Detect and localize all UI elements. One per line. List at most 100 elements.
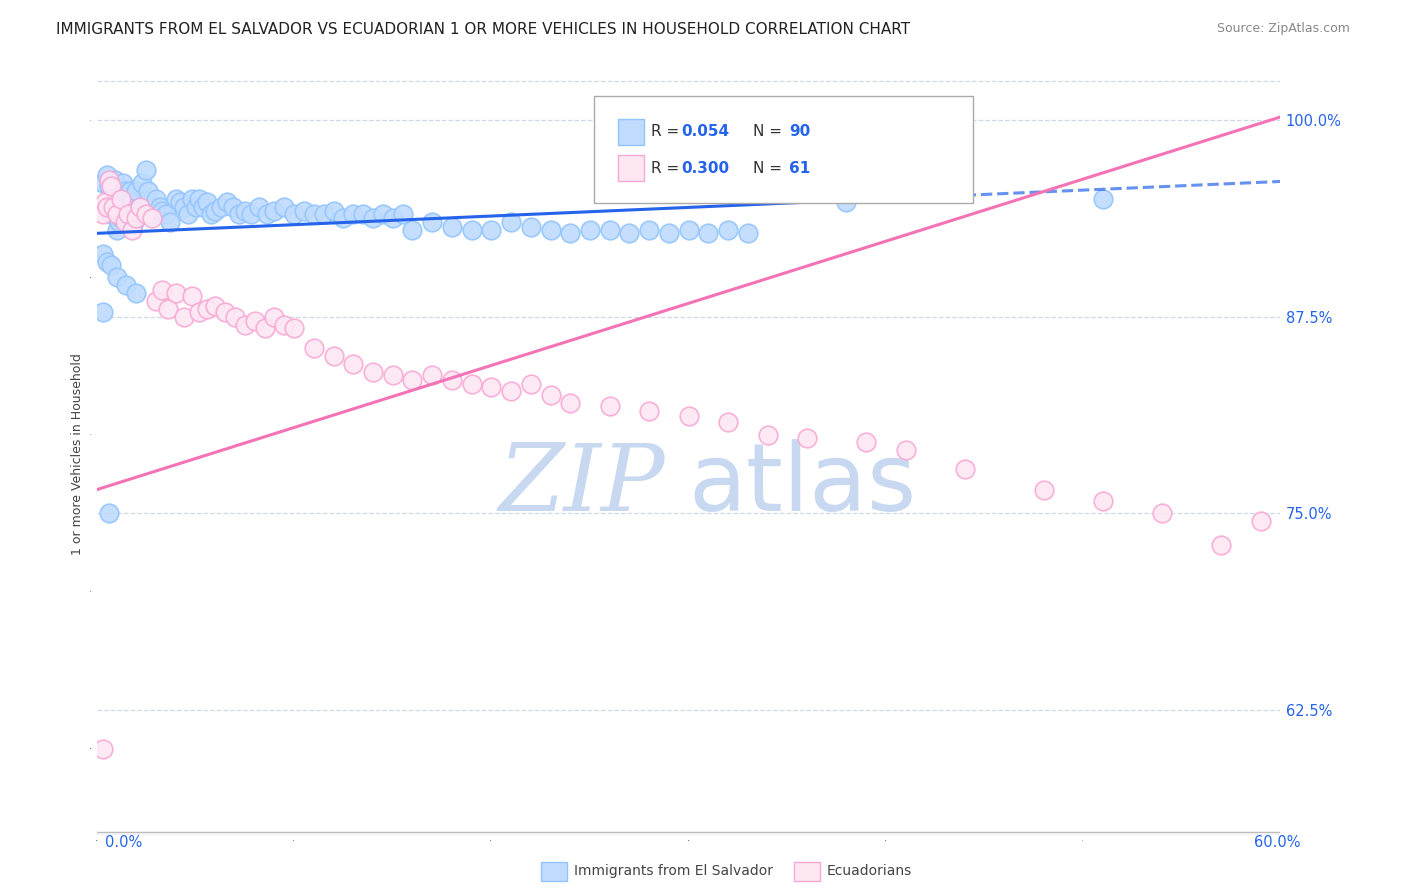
Point — [953, 462, 976, 476]
Point — [560, 227, 582, 241]
Point — [460, 377, 482, 392]
Point — [658, 227, 681, 241]
Text: 60.0%: 60.0% — [1254, 836, 1301, 850]
Point — [141, 211, 163, 225]
Point — [599, 223, 621, 237]
Point — [352, 207, 374, 221]
Point — [273, 200, 295, 214]
Point — [1091, 493, 1114, 508]
Point — [115, 278, 138, 293]
Point — [114, 215, 136, 229]
Point — [110, 211, 132, 225]
Point — [105, 207, 128, 221]
Point — [155, 207, 177, 221]
Point — [381, 368, 404, 382]
Point — [737, 227, 759, 241]
Point — [835, 194, 858, 209]
Point — [678, 409, 700, 423]
Point — [420, 368, 443, 382]
Point — [292, 204, 315, 219]
Point — [224, 310, 246, 324]
Point — [127, 207, 149, 221]
Point — [176, 207, 198, 221]
Point — [150, 283, 173, 297]
Point — [91, 207, 114, 221]
Point — [717, 415, 740, 429]
Point — [401, 372, 423, 386]
Point — [101, 200, 124, 214]
Point — [342, 207, 364, 221]
Point — [401, 223, 423, 237]
Point — [107, 215, 129, 229]
Point — [105, 192, 128, 206]
Y-axis label: 1 or more Vehicles in Household: 1 or more Vehicles in Household — [72, 353, 84, 555]
Point — [96, 200, 118, 214]
Point — [579, 223, 602, 237]
Point — [159, 215, 181, 229]
Point — [96, 254, 118, 268]
Point — [125, 211, 148, 225]
Point — [256, 207, 278, 221]
Point — [188, 192, 211, 206]
Point — [233, 204, 256, 219]
Text: 0.300: 0.300 — [682, 161, 730, 176]
Point — [110, 192, 132, 206]
Text: 0.0%: 0.0% — [105, 836, 142, 850]
Point — [302, 207, 325, 221]
Point — [440, 220, 463, 235]
Text: Source: ZipAtlas.com: Source: ZipAtlas.com — [1216, 22, 1350, 36]
Point — [204, 299, 226, 313]
Point — [1091, 192, 1114, 206]
Point — [239, 207, 262, 221]
Point — [361, 365, 384, 379]
Point — [697, 227, 720, 241]
Point — [91, 176, 114, 190]
Point — [717, 223, 740, 237]
Point — [283, 320, 305, 334]
Point — [100, 179, 122, 194]
Point — [91, 246, 114, 260]
Point — [204, 204, 226, 219]
Point — [501, 384, 523, 398]
Point — [209, 200, 232, 214]
Point — [381, 211, 404, 225]
Point — [894, 443, 917, 458]
Point — [283, 207, 305, 221]
Point — [173, 200, 195, 214]
Point — [180, 192, 202, 206]
FancyBboxPatch shape — [593, 95, 973, 202]
Point — [115, 200, 138, 214]
Point — [135, 163, 157, 178]
Point — [322, 349, 344, 363]
Point — [121, 223, 143, 237]
Point — [91, 742, 114, 756]
Point — [156, 301, 179, 316]
Point — [253, 320, 276, 334]
Text: N =: N = — [752, 124, 782, 139]
Point — [540, 388, 562, 402]
Point — [193, 200, 215, 214]
Point — [135, 207, 157, 221]
Point — [756, 427, 779, 442]
Point — [180, 289, 202, 303]
Point — [678, 223, 700, 237]
Text: R =: R = — [651, 161, 683, 176]
Text: Ecuadorians: Ecuadorians — [827, 864, 912, 879]
Point — [111, 176, 134, 190]
Point — [129, 200, 152, 214]
Point — [322, 204, 344, 219]
Point — [540, 223, 562, 237]
Point — [165, 192, 187, 206]
Point — [105, 223, 128, 237]
Point — [121, 194, 143, 209]
Point — [560, 396, 582, 410]
Point — [222, 200, 245, 214]
Text: N =: N = — [752, 161, 782, 176]
Point — [195, 194, 218, 209]
Point — [117, 207, 139, 221]
Point — [141, 207, 163, 221]
Point — [361, 211, 384, 225]
Point — [145, 192, 167, 206]
Point — [243, 314, 266, 328]
Text: R =: R = — [651, 124, 683, 139]
